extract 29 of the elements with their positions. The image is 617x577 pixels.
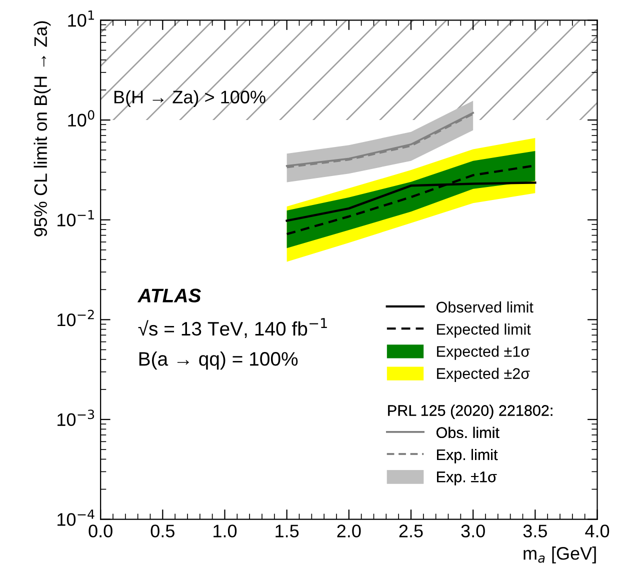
annotation: B(a → qq) = 100% bbox=[139, 352, 298, 370]
legend-label: Observed limit bbox=[436, 301, 534, 313]
annotation: √s = 13 TeV, 140 fb$^{−1}$ bbox=[138, 318, 327, 338]
annotation: ATLAS bbox=[137, 288, 201, 302]
y-tick-label: 10$^{0}$ bbox=[68, 110, 94, 127]
y-tick-label: 10$^{−1}$ bbox=[58, 210, 94, 226]
x-tick-label: 0.0 bbox=[88, 524, 112, 538]
x-tick-label: 0.5 bbox=[150, 524, 174, 538]
y-axis-title: 95% CL limit on B(H → Za) bbox=[34, 21, 51, 236]
x-tick-label: 3.0 bbox=[461, 524, 485, 538]
x-tick-label: 2.5 bbox=[399, 524, 423, 538]
x-tick-label: 1.0 bbox=[214, 524, 237, 538]
legend-label: Obs. limit bbox=[436, 426, 500, 438]
x-tick-label: 1.5 bbox=[276, 524, 299, 538]
legend-title: PRL 125 (2020) 221802: bbox=[388, 404, 552, 419]
y-tick-label: 10$^{1}$ bbox=[68, 10, 94, 27]
band-label: B(H → Za) > 100% bbox=[114, 90, 266, 108]
legend-label: Exp. ±1σ bbox=[437, 472, 497, 486]
y-tick-label: 10$^{−3}$ bbox=[58, 410, 94, 426]
y-tick-label: 10$^{−4}$ bbox=[58, 510, 94, 526]
legend-label: Exp. limit bbox=[437, 448, 498, 464]
x-axis-title: m$_{a}$ [GeV] bbox=[524, 546, 596, 564]
legend-label: Expected limit bbox=[437, 324, 531, 338]
x-tick-label: 2.0 bbox=[337, 524, 361, 538]
legend-label: Expected ±1σ bbox=[437, 346, 530, 360]
x-tick-label: 3.5 bbox=[523, 524, 547, 538]
y-tick-label: 10$^{−2}$ bbox=[58, 310, 94, 326]
legend-label: Expected ±2σ bbox=[437, 368, 530, 382]
x-tick-label: 4.0 bbox=[585, 524, 610, 538]
